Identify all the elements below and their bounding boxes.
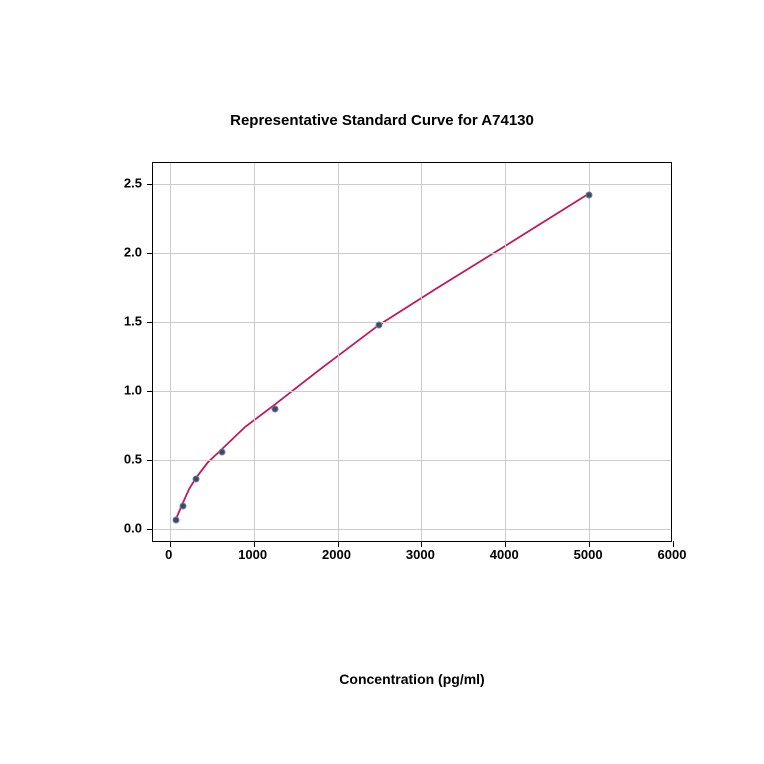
data-point — [192, 476, 199, 483]
x-axis-label: Concentration (pg/ml) — [152, 671, 672, 687]
x-tick-label: 1000 — [238, 547, 267, 562]
tick-y — [147, 184, 153, 185]
x-tick-label: 4000 — [490, 547, 519, 562]
grid-line-v — [254, 163, 255, 541]
tick-y — [147, 529, 153, 530]
x-tick-label: 6000 — [658, 547, 687, 562]
y-tick-label: 2.5 — [72, 175, 142, 190]
data-point — [179, 502, 186, 509]
y-axis-label: Absorbance (450nm) — [0, 162, 57, 542]
grid-line-v — [170, 163, 171, 541]
tick-y — [147, 253, 153, 254]
grid-line-h — [153, 184, 671, 185]
grid-line-v — [338, 163, 339, 541]
data-point — [173, 516, 180, 523]
y-tick-label: 1.5 — [72, 313, 142, 328]
y-tick-label: 1.0 — [72, 383, 142, 398]
x-tick-label: 3000 — [406, 547, 435, 562]
x-tick-label: 5000 — [574, 547, 603, 562]
grid-line-h — [153, 391, 671, 392]
y-tick-label: 0.0 — [72, 521, 142, 536]
chart-title: Representative Standard Curve for A74130 — [72, 112, 692, 129]
curve-line — [177, 195, 588, 518]
data-point — [586, 191, 593, 198]
data-point — [219, 448, 226, 455]
tick-y — [147, 322, 153, 323]
data-point — [271, 405, 278, 412]
grid-line-v — [421, 163, 422, 541]
y-tick-label: 0.5 — [72, 452, 142, 467]
grid-line-h — [153, 322, 671, 323]
x-tick-label: 2000 — [322, 547, 351, 562]
curve-svg — [153, 163, 671, 541]
chart-container: Representative Standard Curve for A74130… — [72, 142, 692, 622]
tick-y — [147, 391, 153, 392]
grid-line-h — [153, 253, 671, 254]
x-tick-label: 0 — [165, 547, 172, 562]
grid-line-v — [505, 163, 506, 541]
tick-y — [147, 460, 153, 461]
plot-area — [152, 162, 672, 542]
grid-line-h — [153, 460, 671, 461]
grid-line-h — [153, 529, 671, 530]
grid-line-v — [589, 163, 590, 541]
data-point — [376, 321, 383, 328]
y-tick-label: 2.0 — [72, 244, 142, 259]
